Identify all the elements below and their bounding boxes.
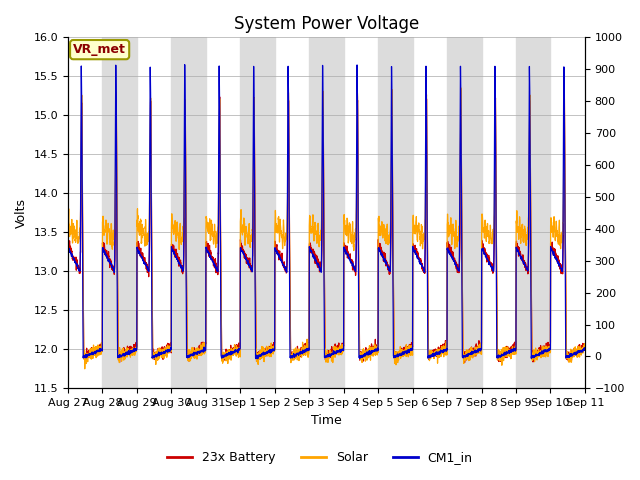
Bar <box>447 37 481 388</box>
Bar <box>378 37 413 388</box>
Bar <box>172 37 206 388</box>
Bar <box>240 37 275 388</box>
Text: VR_met: VR_met <box>73 43 126 56</box>
Bar <box>516 37 550 388</box>
Y-axis label: Volts: Volts <box>15 198 28 228</box>
Bar <box>309 37 344 388</box>
X-axis label: Time: Time <box>311 414 342 427</box>
Bar <box>102 37 137 388</box>
Title: System Power Voltage: System Power Voltage <box>234 15 419 33</box>
Legend: 23x Battery, Solar, CM1_in: 23x Battery, Solar, CM1_in <box>163 446 477 469</box>
